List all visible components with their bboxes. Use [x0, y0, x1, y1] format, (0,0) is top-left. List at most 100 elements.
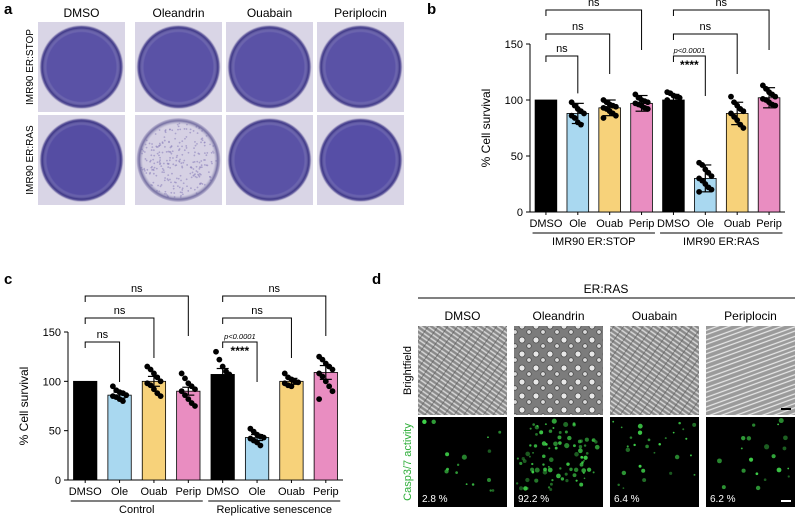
- green-spot: [763, 478, 767, 482]
- green-spot: [532, 451, 534, 454]
- panel-a: a DMSO Oleandrin Ouabain Periplocin IMR90 E…: [4, 1, 404, 205]
- brightfield-image: [418, 326, 507, 415]
- panel-b-y-tick-label: 150: [505, 39, 523, 51]
- well-rim: [136, 25, 221, 109]
- panel-a-col-3: Ouabain: [247, 6, 292, 20]
- green-spot: [548, 429, 553, 433]
- green-spot: [585, 452, 589, 455]
- well-rim: [318, 118, 403, 202]
- green-spot: [422, 419, 427, 424]
- panel-b-x-tick-label: Ole: [569, 218, 586, 230]
- panel-b-point: [612, 112, 619, 119]
- panel-b-point: [600, 115, 607, 121]
- green-spot: [530, 467, 535, 472]
- green-spot: [748, 457, 754, 462]
- green-spot: [543, 467, 547, 472]
- panel-c-point: [213, 348, 219, 355]
- green-spot: [519, 461, 523, 466]
- panel-c-point: [226, 371, 233, 378]
- panel-d: d ER:RAS DMSO Oleandrin Ouabain Periplocin …: [372, 271, 795, 507]
- green-spot: [532, 423, 536, 426]
- green-spot: [544, 423, 547, 426]
- panel-b-point: [708, 173, 715, 180]
- panel-c-point: [182, 375, 188, 382]
- green-spot: [778, 418, 784, 424]
- green-spot: [569, 467, 573, 472]
- panel-d-col-2: Oleandrin: [532, 309, 584, 323]
- green-spot: [746, 436, 752, 441]
- green-spot: [529, 444, 532, 447]
- panel-c-point: [316, 396, 323, 402]
- green-spot: [487, 436, 489, 439]
- green-spot: [539, 430, 544, 435]
- well-rim: [227, 118, 312, 202]
- green-spot: [515, 482, 519, 485]
- green-spot: [669, 471, 673, 475]
- green-spot: [551, 418, 557, 424]
- green-spot: [752, 423, 756, 427]
- panel-c-letter: c: [4, 271, 12, 288]
- brightfield-image: [610, 326, 699, 415]
- panel-c-x-tick-label: Ouab: [278, 486, 305, 498]
- well-rim: [39, 25, 124, 109]
- green-spot: [621, 470, 627, 476]
- panel-d-letter: d: [372, 271, 381, 288]
- panel-b-x-tick-label: Perip: [756, 218, 782, 230]
- panel-d-col-4: Periplocin: [724, 309, 777, 323]
- panel-b-bar: [630, 102, 653, 213]
- green-spot: [577, 439, 582, 444]
- green-spot: [583, 477, 586, 480]
- panel-d-col-3: Ouabain: [632, 309, 677, 323]
- panel-b-point: [740, 125, 747, 131]
- panel-c-point: [147, 366, 154, 373]
- panel-b-point: [728, 93, 734, 100]
- panel-b-sig-label: ns: [700, 21, 712, 33]
- green-spot: [586, 467, 592, 472]
- panel-b-sig-bracket: [672, 9, 770, 50]
- panel-c-point: [178, 370, 185, 377]
- panel-b-y-tick-label: 100: [505, 95, 523, 107]
- panel-b-point: [772, 93, 779, 100]
- panel-b-sig-label: ns: [556, 43, 568, 55]
- panel-c-bar: [107, 394, 132, 481]
- panel-c-sig-bracket: [84, 295, 189, 336]
- green-spot: [764, 444, 770, 450]
- green-spot: [572, 422, 576, 426]
- panel-a-letter: a: [4, 1, 13, 18]
- panel-c-point: [219, 383, 226, 390]
- panel-b-sig-bracket: [545, 55, 579, 94]
- green-spot: [642, 478, 647, 483]
- panel-c-point: [192, 403, 198, 409]
- green-spot: [558, 431, 562, 434]
- panel-c-sig-bracket: [222, 295, 327, 336]
- green-spot: [717, 458, 722, 464]
- green-spot: [525, 477, 530, 483]
- fluorescence-image: [418, 417, 507, 507]
- green-spot: [491, 489, 495, 492]
- percent-label-2: 92.2 %: [518, 494, 549, 505]
- green-spot: [776, 467, 782, 473]
- green-spot: [554, 446, 558, 450]
- panel-a-col-1: DMSO: [64, 6, 100, 20]
- green-spot: [498, 430, 502, 434]
- panel-c-point: [281, 370, 288, 377]
- panel-c-point: [109, 383, 116, 390]
- green-spot: [486, 478, 491, 483]
- panel-c-x-tick-label: Perip: [175, 486, 201, 498]
- green-spot: [516, 457, 519, 460]
- green-spot: [578, 448, 583, 454]
- panel-b-point: [772, 102, 779, 109]
- green-spot: [548, 457, 554, 463]
- panel-c-point: [213, 374, 219, 381]
- green-spot: [572, 473, 577, 478]
- green-spot: [551, 479, 554, 482]
- green-spot: [465, 483, 468, 486]
- panel-c-sig-label: ns: [114, 305, 126, 317]
- panel-b-group-label: IMR90 ER:STOP: [552, 236, 636, 248]
- well-rim: [227, 25, 312, 109]
- green-spot: [637, 430, 643, 435]
- green-spot: [572, 444, 576, 448]
- green-spot: [783, 435, 788, 441]
- green-spot: [581, 468, 587, 473]
- panel-c-y-label: % Cell survival: [17, 367, 31, 446]
